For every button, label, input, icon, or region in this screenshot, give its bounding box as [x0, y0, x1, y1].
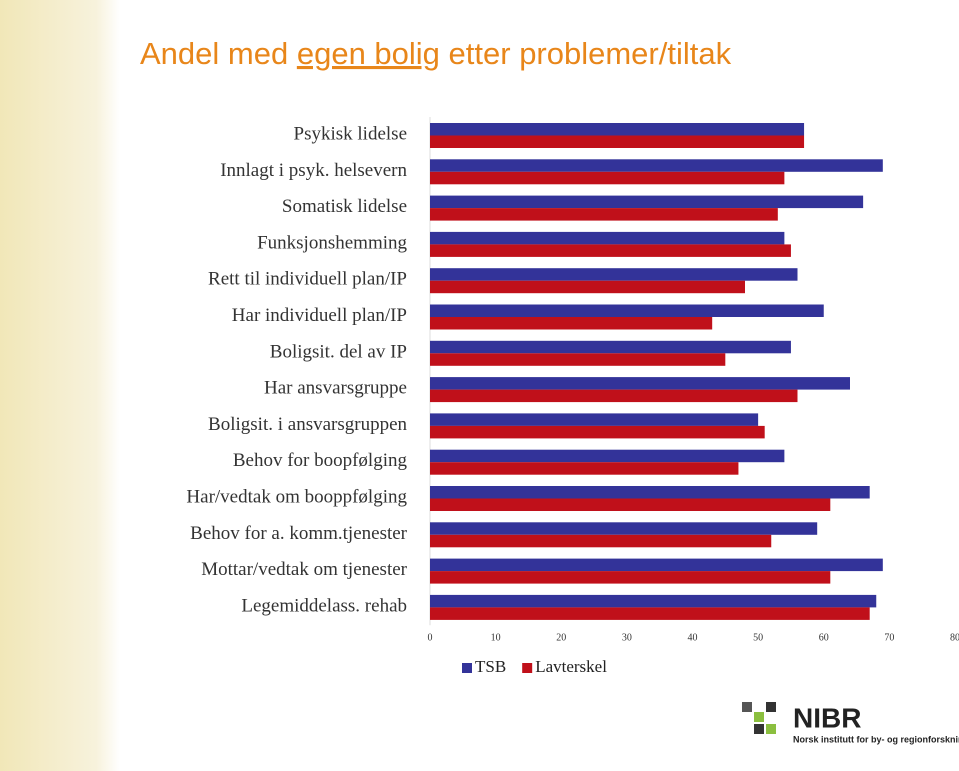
logo-mark	[766, 702, 776, 712]
bar	[430, 413, 759, 426]
x-tick-label: 50	[753, 632, 763, 643]
legend-label: Lavterskel	[535, 657, 607, 676]
legend-swatch	[462, 663, 472, 673]
bar	[430, 208, 778, 221]
category-label: Innlagt i psyk. helsevern	[220, 160, 407, 181]
bar	[430, 571, 831, 584]
category-label: Rett til individuell plan/IP	[208, 269, 407, 290]
x-tick-label: 10	[491, 632, 501, 643]
category-label: Legemiddelass. rehab	[241, 595, 407, 616]
logo-mark	[754, 712, 764, 722]
bar	[430, 534, 772, 548]
x-tick-label: 0	[428, 632, 433, 643]
category-label: Mottar/vedtak om tjenester	[201, 559, 407, 580]
bar	[430, 304, 824, 317]
title-text: Andel med	[140, 36, 288, 71]
bar	[430, 195, 864, 209]
x-tick-label: 80	[950, 632, 959, 643]
bar	[430, 135, 805, 148]
chart: 0 10 20 30 40 50 60 70 80 Psykisk lidelse Innlagt …	[186, 117, 959, 676]
x-tick-label: 30	[622, 632, 632, 643]
bar	[430, 268, 798, 281]
bar	[430, 159, 883, 172]
title-link: egen bolig	[297, 36, 440, 71]
category-label: Behov for boopfølging	[233, 450, 408, 471]
bar	[430, 558, 883, 572]
bar	[430, 594, 877, 608]
bar	[430, 244, 791, 257]
bar	[430, 389, 798, 403]
x-tick-label: 40	[688, 632, 698, 643]
logo: NIBR Norsk institutt for by- og regionfo…	[742, 702, 959, 744]
category-label: Boligsit. i ansvarsgruppen	[208, 414, 407, 435]
category-label: Psykisk lidelse	[294, 124, 407, 145]
bar	[430, 449, 785, 463]
legend-swatch	[522, 663, 533, 673]
category-label: Somatisk lidelse	[282, 196, 407, 217]
category-label: Behov for a. komm.tjenester	[190, 523, 408, 544]
logo-mark	[742, 702, 752, 712]
bar	[430, 462, 739, 475]
bar	[430, 123, 805, 136]
x-tick-label: 20	[556, 632, 566, 643]
bar	[430, 231, 785, 245]
bar	[430, 340, 791, 354]
logo-mark	[766, 724, 776, 734]
bar	[430, 498, 831, 511]
logo-mark	[754, 724, 764, 734]
logo-name: NIBR	[793, 702, 861, 733]
side-decoration	[0, 0, 120, 771]
bar	[430, 425, 765, 439]
category-label: Boligsit. del av IP	[270, 341, 407, 362]
bar	[430, 486, 870, 499]
bar	[430, 377, 850, 390]
x-tick-label: 70	[884, 632, 894, 643]
bar	[430, 607, 870, 620]
legend-label: TSB	[475, 657, 506, 676]
x-tick-label: 60	[819, 632, 829, 643]
category-label: Har/vedtak om booppfølging	[186, 487, 407, 508]
bar	[430, 522, 818, 535]
bar	[430, 353, 726, 366]
logo-subtitle: Norsk institutt for by- og regionforskni…	[793, 734, 959, 744]
bar	[430, 171, 785, 185]
title-text: etter problemer/tiltak	[449, 36, 732, 71]
bar	[430, 280, 745, 294]
category-label: Har individuell plan/IP	[232, 305, 407, 326]
category-label: Funksjonshemming	[257, 232, 407, 253]
bar	[430, 317, 713, 330]
title: Andel med egen bolig etter problemer/til…	[140, 36, 732, 71]
category-label: Har ansvarsgruppe	[264, 378, 407, 399]
